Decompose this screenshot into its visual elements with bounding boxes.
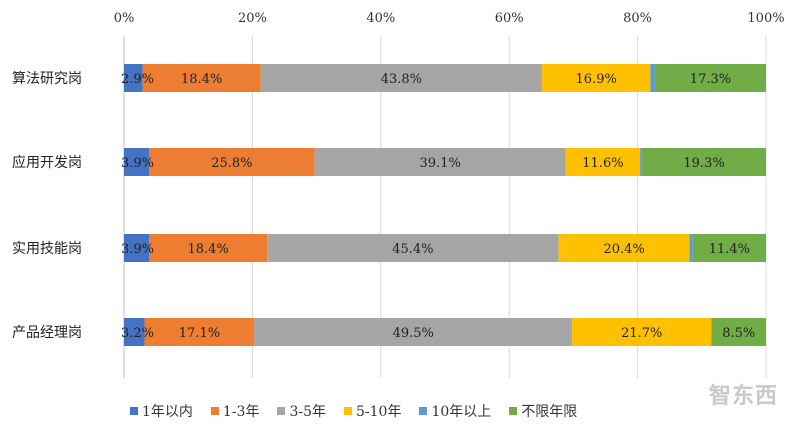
data-label: 18.4% (187, 242, 228, 257)
data-label: 3.9% (121, 242, 154, 257)
bar-segment (541, 64, 651, 92)
x-tick-label: 20% (238, 11, 267, 26)
legend-item: 1-3年 (210, 401, 260, 421)
legend-label: 5-10年 (356, 404, 402, 420)
bar-segment (642, 148, 766, 176)
bar-segment (650, 64, 655, 92)
bar-segment (558, 234, 690, 262)
legend-item: 不限年限 (509, 401, 577, 421)
legend-swatch (419, 407, 428, 415)
legend-label: 不限年限 (521, 404, 578, 420)
data-label: 19.3% (683, 156, 724, 171)
legend-item: 5-10年 (344, 401, 401, 421)
data-label: 17.1% (179, 326, 220, 341)
gridlines (123, 36, 767, 378)
legend-label: 1年以内 (142, 404, 193, 420)
data-labels: 2.9% 18.4% 43.8% 16.9% 17.3% 3.9% 25.8% 39.1% 11… (121, 72, 755, 341)
bar-segment (260, 64, 542, 92)
legend-swatch (210, 407, 219, 415)
x-tick-label: 0% (114, 11, 135, 26)
bar-segment (692, 234, 766, 262)
data-label: 2.9% (121, 72, 154, 87)
x-axis-ticks: 0% 20% 40% 60% 80% 100% (114, 11, 785, 26)
data-label: 3.9% (121, 156, 154, 171)
data-label: 45.4% (392, 242, 433, 257)
bar-segment (314, 148, 566, 176)
bar-segment (565, 148, 641, 176)
data-label: 20.4% (603, 242, 644, 257)
bar-segment (124, 318, 145, 346)
legend-swatch (509, 407, 518, 415)
data-label: 21.7% (621, 326, 662, 341)
legend-label: 10年以上 (431, 404, 492, 420)
bar-segment (267, 234, 559, 262)
data-label: 49.5% (393, 326, 434, 341)
x-tick-label: 100% (747, 11, 784, 26)
x-tick-label: 60% (495, 11, 524, 26)
legend-swatch (130, 407, 138, 415)
bar-segment (654, 64, 766, 92)
data-label: 17.3% (690, 72, 731, 87)
data-label: 18.4% (181, 72, 222, 87)
category-label: 产品经理岗 (12, 325, 82, 341)
legend-label: 1-3年 (222, 404, 260, 420)
legend-item: 1年以内 (130, 401, 193, 421)
bar-segment (640, 148, 643, 176)
bar-segment (149, 148, 315, 176)
bar-segment (124, 148, 150, 176)
legend-item: 3-5年 (277, 401, 326, 421)
x-tick-label: 80% (623, 11, 652, 26)
data-label: 39.1% (420, 156, 461, 171)
data-label: 3.2% (121, 326, 154, 341)
bar-segment (572, 318, 712, 346)
bar-segment (149, 234, 268, 262)
bar-segment (254, 318, 573, 346)
data-label: 11.4% (709, 242, 750, 257)
bar-segment (142, 64, 261, 92)
data-label: 8.5% (722, 326, 755, 341)
legend-swatch (344, 407, 353, 415)
x-tick-label: 40% (366, 11, 395, 26)
bars (124, 64, 766, 346)
legend: 1年以内 1-3年 3-5年 5-10年 10年以上 不限年限 (130, 401, 577, 421)
bar-segment (144, 318, 255, 346)
data-label: 43.8% (381, 72, 422, 87)
data-label: 11.6% (582, 156, 623, 171)
bar-segment (711, 318, 766, 346)
category-label: 应用开发岗 (12, 154, 82, 171)
legend-item: 10年以上 (419, 401, 491, 421)
watermark-logo: 智东西 (708, 383, 778, 409)
bar-segment (124, 234, 150, 262)
legend-swatch (277, 407, 286, 415)
legend-label: 3-5年 (289, 404, 327, 420)
data-label: 25.8% (211, 156, 252, 171)
data-label: 16.9% (576, 72, 617, 87)
bar-segment (124, 64, 143, 92)
bar-segment (689, 234, 693, 262)
category-label: 实用技能岗 (12, 241, 82, 257)
category-label: 算法研究岗 (12, 71, 82, 87)
